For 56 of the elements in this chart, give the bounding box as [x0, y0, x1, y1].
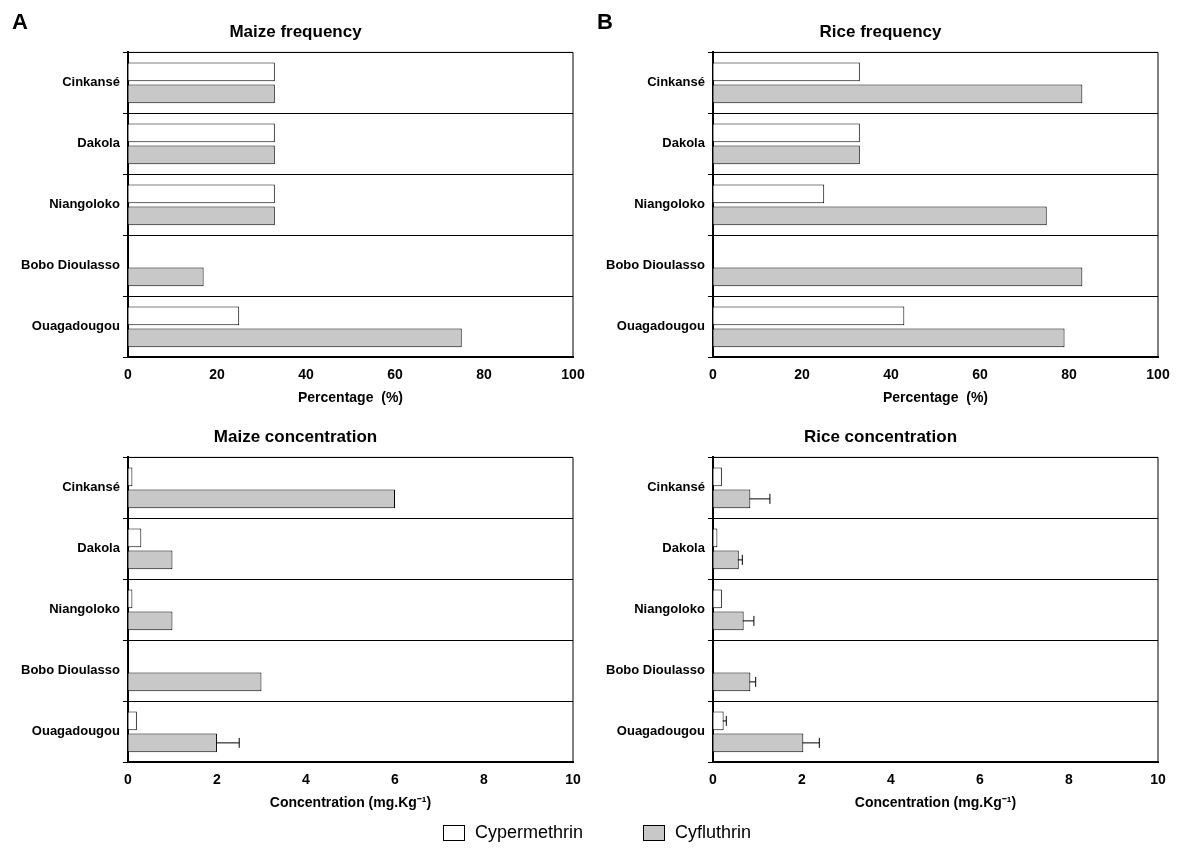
x-tick-label: 20 [794, 365, 810, 382]
y-tick-label: Niangoloko [634, 601, 705, 617]
y-tick-label: Niangoloko [49, 196, 120, 212]
chart-title: Rice concentration [803, 426, 958, 446]
x-tick-label: 2 [213, 770, 222, 787]
y-tick-label: Bobo Dioulasso [605, 662, 705, 678]
x-tick-label: 60 [387, 365, 403, 382]
x-axis-title: Percentage (%) [882, 389, 988, 406]
x-tick-label: 100 [561, 365, 585, 382]
y-tick-label: Cinkansé [62, 74, 120, 90]
x-tick-label: 8 [480, 770, 489, 787]
y-tick-label: Bobo Dioulasso [605, 257, 705, 273]
y-tick-label: Ouagadougou [31, 318, 120, 334]
y-tick-label: Cinkansé [647, 479, 705, 495]
x-axis-title: Percentage (%) [297, 389, 403, 406]
x-axis-title: Concentration (mg.Kg⁻¹) [269, 794, 432, 811]
y-tick-label: Ouagadougou [616, 723, 705, 739]
x-tick-label: 2 [798, 770, 807, 787]
x-tick-label: 4 [887, 770, 896, 787]
y-tick-label: Dakola [77, 135, 121, 151]
x-tick-label: 0 [709, 365, 718, 382]
chart-title: Maize concentration [213, 426, 378, 446]
chart-title: Maize frequency [229, 21, 363, 41]
y-tick-label: Cinkansé [62, 479, 120, 495]
x-tick-label: 80 [476, 365, 492, 382]
x-tick-label: 4 [302, 770, 311, 787]
x-tick-label: 6 [976, 770, 985, 787]
x-tick-label: 40 [298, 365, 314, 382]
x-tick-label: 8 [1065, 770, 1074, 787]
y-tick-label: Dakola [662, 540, 706, 556]
x-tick-label: 10 [565, 770, 581, 787]
y-tick-label: Bobo Dioulasso [20, 257, 120, 273]
x-tick-label: 6 [391, 770, 400, 787]
y-tick-label: Niangoloko [49, 601, 120, 617]
y-tick-label: Bobo Dioulasso [20, 662, 120, 678]
y-tick-label: Dakola [662, 135, 706, 151]
x-tick-label: 100 [1146, 365, 1170, 382]
x-tick-label: 0 [709, 770, 718, 787]
y-tick-label: Ouagadougou [31, 723, 120, 739]
x-tick-label: 0 [124, 770, 133, 787]
y-tick-label: Cinkansé [647, 74, 705, 90]
x-tick-label: 20 [209, 365, 225, 382]
x-tick-label: 60 [972, 365, 988, 382]
legend-label: Cyfluthrin [675, 822, 752, 843]
x-tick-label: 80 [1061, 365, 1077, 382]
y-tick-label: Dakola [77, 540, 121, 556]
x-tick-label: 0 [124, 365, 133, 382]
x-axis-title: Concentration (mg.Kg⁻¹) [854, 794, 1017, 811]
y-tick-label: Niangoloko [634, 196, 705, 212]
chart-title: Rice frequency [819, 21, 942, 41]
y-tick-label: Ouagadougou [616, 318, 705, 334]
text: A [12, 9, 28, 35]
x-tick-label: 40 [883, 365, 899, 382]
text: B [597, 9, 613, 35]
x-tick-label: 10 [1150, 770, 1166, 787]
text: Cypermethrin [474, 822, 583, 843]
